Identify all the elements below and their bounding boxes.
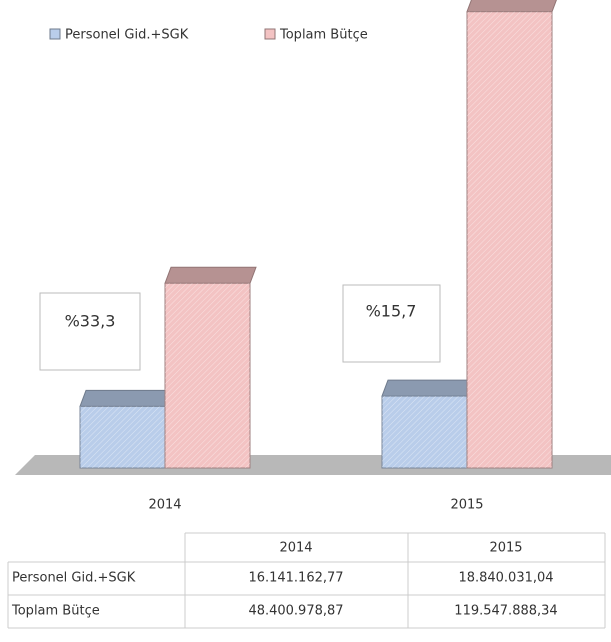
annotation: %33,3 bbox=[65, 312, 116, 331]
bar-hatch bbox=[165, 283, 250, 468]
table-row-label: Personel Gid.+SGK bbox=[12, 571, 136, 586]
legend-label: Toplam Bütçe bbox=[279, 28, 368, 43]
legend-label: Personel Gid.+SGK bbox=[65, 28, 189, 43]
legend-swatch bbox=[264, 28, 276, 40]
table-cell: 16.141.162,77 bbox=[248, 571, 343, 586]
table-header: 2015 bbox=[489, 541, 522, 556]
table-cell: 119.547.888,34 bbox=[454, 604, 557, 619]
table-row-label: Toplam Bütçe bbox=[11, 604, 100, 619]
table-cell: 48.400.978,87 bbox=[248, 604, 343, 619]
bar-hatch bbox=[80, 406, 165, 468]
bar-top bbox=[79, 389, 172, 407]
table-header: 2014 bbox=[279, 541, 312, 556]
bar-hatch bbox=[382, 396, 467, 468]
table-cell: 18.840.031,04 bbox=[458, 571, 553, 586]
bar-hatch bbox=[467, 11, 552, 469]
bar-top bbox=[381, 379, 474, 397]
x-tick-label: 2014 bbox=[148, 498, 181, 513]
x-tick-label: 2015 bbox=[450, 498, 483, 513]
annotation: %15,7 bbox=[366, 302, 417, 321]
legend-swatch bbox=[49, 28, 61, 40]
annotation-box bbox=[342, 284, 441, 363]
bar-top bbox=[164, 266, 257, 284]
annotation-box bbox=[39, 292, 141, 371]
data-table bbox=[7, 532, 606, 629]
bar-top bbox=[466, 0, 557, 13]
